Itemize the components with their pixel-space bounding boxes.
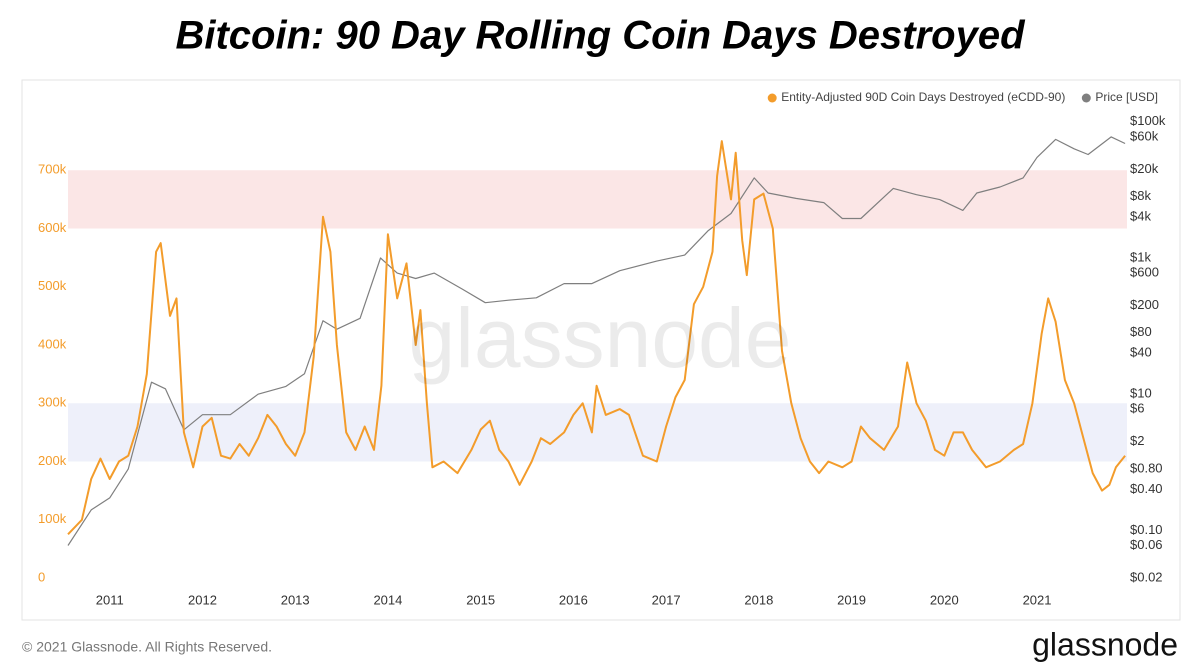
x-tick-label: 2021 (1023, 592, 1052, 607)
series-line (67, 136, 1126, 546)
x-tick-label: 2012 (188, 592, 217, 607)
y-tick-label: 200k (38, 453, 67, 468)
y2-tick-label: $0.02 (1130, 569, 1163, 584)
footer: © 2021 Glassnode. All Rights Reserved. (22, 639, 272, 655)
series-line (67, 140, 1126, 535)
y2-tick-label: $60k (1130, 128, 1159, 143)
y2-tick-label: $200 (1130, 297, 1159, 312)
y-tick-label: 600k (38, 220, 67, 235)
y2-tick-label: $0.40 (1130, 481, 1163, 496)
x-tick-label: 2011 (96, 592, 124, 607)
y2-tick-label: $80 (1130, 324, 1152, 339)
logo: glassnode (1032, 626, 1178, 662)
x-tick-label: 2018 (744, 592, 773, 607)
y2-tick-label: $6 (1130, 401, 1144, 416)
y-tick-label: 0 (38, 569, 45, 584)
x-tick-label: 2019 (837, 592, 866, 607)
watermark: glassnode (409, 291, 792, 385)
legend-label: Entity-Adjusted 90D Coin Days Destroyed … (781, 90, 1065, 104)
x-tick-label: 2017 (652, 592, 681, 607)
y2-tick-label: $600 (1130, 265, 1159, 280)
y-tick-label: 100k (38, 511, 67, 526)
legend-label: Price [USD] (1095, 90, 1158, 104)
chart-title: Bitcoin: 90 Day Rolling Coin Days Destro… (175, 14, 1026, 58)
y2-tick-label: $100k (1130, 113, 1166, 128)
x-tick-label: 2020 (930, 592, 959, 607)
legend-marker (767, 93, 777, 103)
legend-marker (1081, 93, 1091, 103)
plot (66, 121, 1129, 588)
band (68, 170, 1127, 229)
y-tick-label: 400k (38, 336, 67, 351)
x-tick-label: 2016 (559, 592, 588, 607)
y2-tick-label: $4k (1130, 208, 1151, 223)
y2-tick-label: $20k (1130, 161, 1159, 176)
y2-tick-label: $40 (1130, 345, 1152, 360)
y2-tick-label: $2 (1130, 433, 1144, 448)
y-tick-label: 300k (38, 395, 67, 410)
y-tick-label: 500k (38, 278, 67, 293)
y2-tick-label: $0.06 (1130, 537, 1163, 552)
x-tick-label: 2014 (373, 592, 402, 607)
y-tick-label: 700k (38, 162, 67, 177)
band (68, 403, 1127, 462)
y2-tick-label: $10 (1130, 386, 1152, 401)
y2-tick-label: $8k (1130, 188, 1151, 203)
y2-tick-label: $1k (1130, 249, 1151, 264)
x-tick-label: 2015 (466, 592, 495, 607)
chart-frame (21, 79, 1181, 621)
y2-tick-label: $0.80 (1130, 460, 1163, 475)
y2-tick-label: $0.10 (1130, 522, 1163, 537)
x-tick-label: 2013 (281, 592, 310, 607)
